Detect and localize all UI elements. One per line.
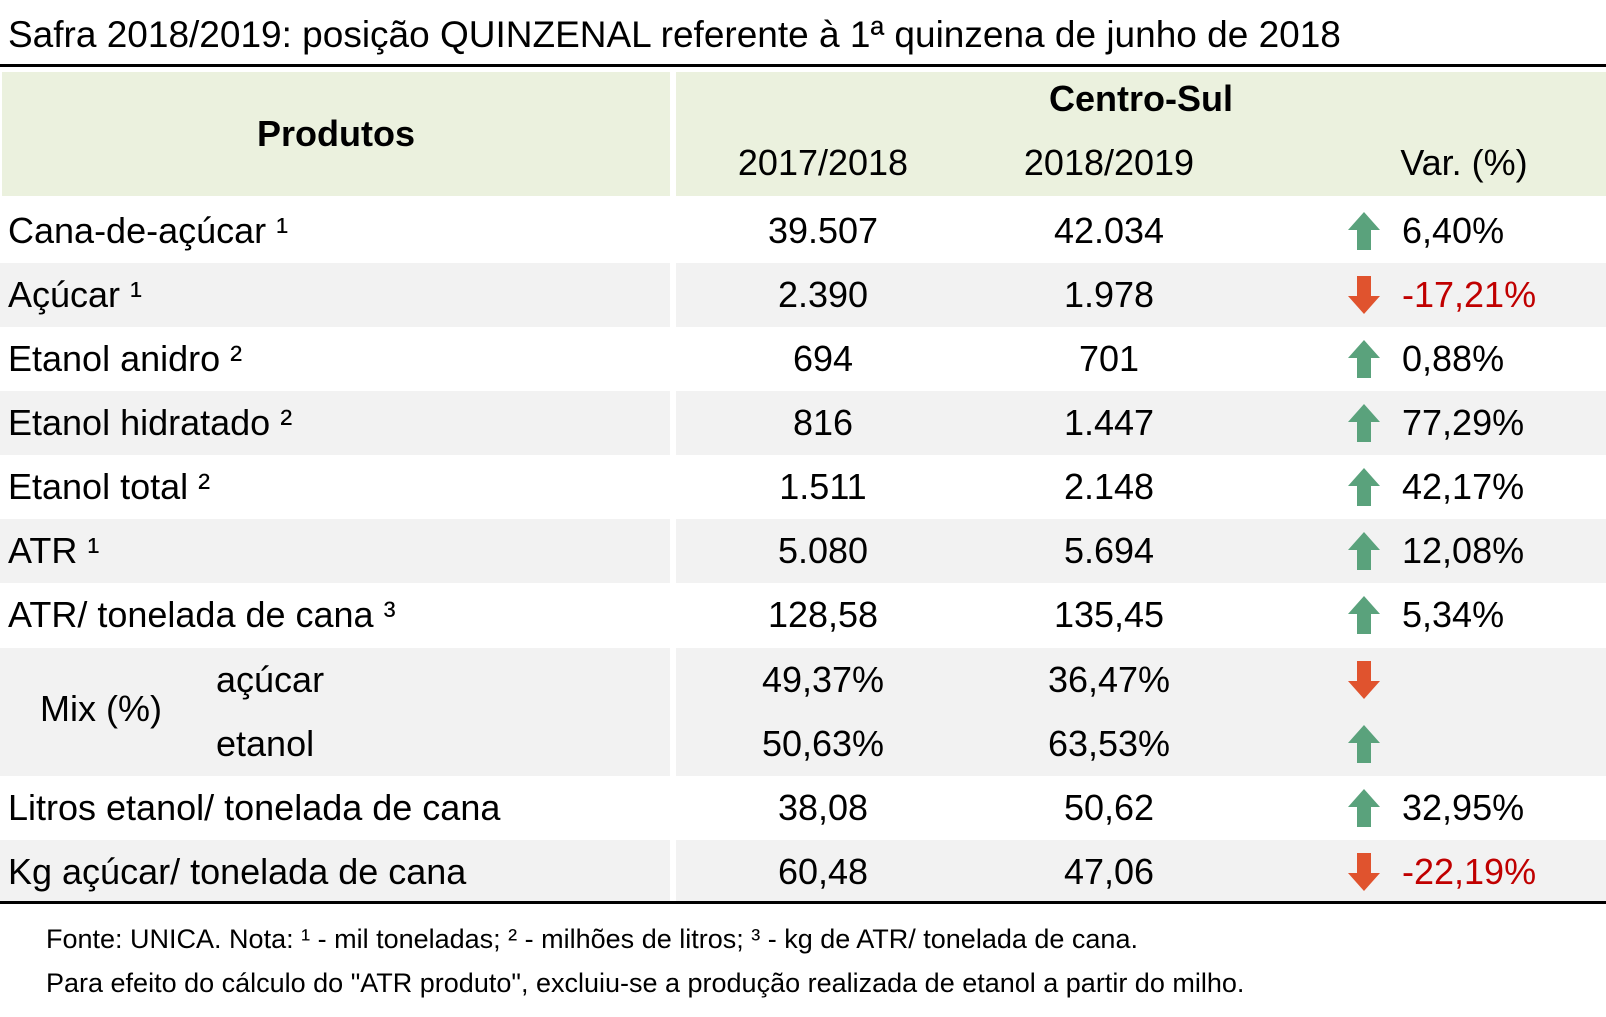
row-stripe — [676, 391, 1606, 455]
row-value-2018: 701 — [1078, 338, 1140, 379]
arrow-down-icon — [1348, 661, 1380, 699]
table-row: ATR/ tonelada de cana ³ 128,58 135,45 5,34% — [0, 583, 1606, 647]
mix-acucar-2017: 49,37% — [761, 659, 885, 700]
row-stripe — [0, 263, 670, 327]
arrow-up-icon — [1348, 725, 1380, 763]
row-label: ATR ¹ — [8, 530, 100, 571]
header-produtos: Produtos — [2, 72, 670, 196]
arrow-up-icon — [1348, 404, 1380, 442]
table-row: Açúcar ¹ 2.390 1.978 -17,21% — [0, 263, 1606, 327]
row-label: Etanol total ² — [8, 466, 211, 507]
table-row: Etanol total ² 1.511 2.148 42,17% — [0, 455, 1606, 519]
arrow-down-icon — [1348, 276, 1380, 314]
row-value-2018: 135,45 — [1053, 594, 1165, 635]
row-stripe — [0, 391, 670, 455]
header-col-2017-2018: 2017/2018 — [737, 142, 909, 183]
row-value-2018: 1.447 — [1063, 402, 1155, 443]
mix-etanol-label: etanol — [216, 723, 315, 764]
row-stripe — [676, 519, 1606, 583]
table-row: Etanol anidro ² 694 701 0,88% — [0, 327, 1606, 391]
row-value-2017: 1.511 — [779, 466, 867, 507]
table-row: Kg açúcar/ tonelada de cana 60,48 47,06 -22… — [0, 840, 1606, 904]
row-value-2017: 694 — [792, 338, 854, 379]
row-variation: 77,29% — [1402, 402, 1525, 443]
row-value-2017: 2.390 — [777, 274, 869, 315]
row-stripe — [0, 840, 670, 904]
mix-etanol-2018: 63,53% — [1047, 723, 1171, 764]
row-value-2017: 816 — [792, 402, 854, 443]
row-value-2017: 5.080 — [777, 530, 869, 571]
row-label: Açúcar ¹ — [8, 274, 143, 315]
arrow-up-icon — [1348, 468, 1380, 506]
row-value-2018: 50,62 — [1063, 787, 1155, 828]
table-row: ATR ¹ 5.080 5.694 12,08% — [0, 519, 1606, 583]
row-stripe — [0, 519, 670, 583]
table-row: Litros etanol/ tonelada de cana 38,08 50,6… — [0, 776, 1606, 840]
row-value-2017: 128,58 — [767, 594, 879, 635]
footnote-atr: Para efeito do cálculo do "ATR produto",… — [46, 968, 1245, 998]
mix-etanol-2017: 50,63% — [761, 723, 885, 764]
row-variation: -22,19% — [1402, 851, 1537, 892]
arrow-up-icon — [1348, 596, 1380, 634]
row-variation: 12,08% — [1402, 530, 1525, 571]
row-label: Etanol anidro ² — [8, 338, 243, 379]
row-value-2018: 2.148 — [1063, 466, 1155, 507]
row-label: ATR/ tonelada de cana ³ — [8, 594, 396, 635]
row-variation: 42,17% — [1402, 466, 1525, 507]
row-label: Kg açúcar/ tonelada de cana — [8, 851, 467, 892]
footnote-source: Fonte: UNICA. Nota: ¹ - mil toneladas; ²… — [46, 924, 1138, 954]
row-label: Etanol hidratado ² — [8, 402, 293, 443]
row-variation: 32,95% — [1402, 787, 1525, 828]
row-value-2018: 42.034 — [1053, 210, 1165, 251]
page-title: Safra 2018/2019: posição QUINZENAL refer… — [8, 14, 1341, 55]
mix-label-cell — [0, 648, 670, 776]
row-variation: 0,88% — [1402, 338, 1505, 379]
top-rule — [0, 64, 1606, 67]
row-value-2018: 1.978 — [1063, 274, 1155, 315]
row-label: Litros etanol/ tonelada de cana — [8, 787, 501, 828]
arrow-up-icon — [1348, 212, 1380, 250]
row-value-2017: 38,08 — [777, 787, 869, 828]
row-variation: 6,40% — [1402, 210, 1505, 251]
row-variation: 5,34% — [1402, 594, 1505, 635]
header-centro-sul: Centro-Sul 2017/2018 2018/2019 Var. (%) — [676, 72, 1606, 196]
table-row: Cana-de-açúcar ¹ 39.507 42.034 6,40% — [0, 199, 1606, 263]
table-row: Etanol hidratado ² 816 1.447 77,29% — [0, 391, 1606, 455]
row-label: Cana-de-açúcar ¹ — [8, 210, 289, 251]
row-stripe — [676, 840, 1606, 904]
arrow-up-icon — [1348, 532, 1380, 570]
mix-acucar-2018: 36,47% — [1047, 659, 1171, 700]
row-value-2017: 60,48 — [777, 851, 869, 892]
bottom-rule — [0, 901, 1606, 904]
row-value-2018: 47,06 — [1063, 851, 1155, 892]
row-value-2017: 39.507 — [767, 210, 879, 251]
header-col-var: Var. (%) — [1400, 142, 1528, 183]
header-region: Centro-Sul — [1049, 78, 1233, 119]
arrow-up-icon — [1348, 789, 1380, 827]
header-col-2018-2019: 2018/2019 — [1023, 142, 1195, 183]
arrow-down-icon — [1348, 853, 1380, 891]
mix-label: Mix (%) — [40, 688, 162, 729]
mix-acucar-label: açúcar — [216, 659, 325, 700]
row-stripe — [676, 263, 1606, 327]
row-variation: -17,21% — [1402, 274, 1537, 315]
arrow-up-icon — [1348, 340, 1380, 378]
row-value-2018: 5.694 — [1063, 530, 1155, 571]
mix-values-cell — [676, 648, 1606, 776]
